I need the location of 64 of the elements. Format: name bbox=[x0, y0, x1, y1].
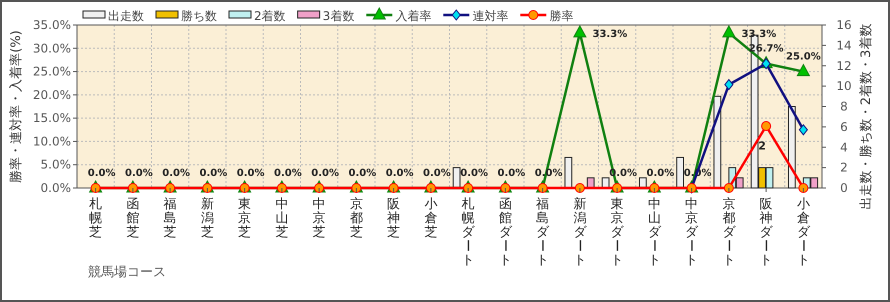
x-tick-label: 札幌ダート bbox=[460, 197, 476, 268]
data-label: 0.0% bbox=[162, 168, 190, 179]
data-label: 0.0% bbox=[125, 168, 153, 179]
x-tick-label: 函館芝 bbox=[126, 197, 140, 240]
x-tick-label: 函館ダート bbox=[496, 197, 513, 268]
legend-label: 2着数 bbox=[254, 9, 286, 23]
y2-tick-label: 0 bbox=[840, 181, 848, 195]
x-tick-label: 東京芝 bbox=[238, 197, 252, 240]
y2-tick-label: 16 bbox=[836, 18, 852, 32]
x-tick-label: 京都芝 bbox=[350, 197, 363, 240]
y2-tick-label: 4 bbox=[840, 140, 848, 154]
x-tick-label: 中山芝 bbox=[275, 197, 288, 240]
data-label: 33.3% bbox=[592, 28, 628, 40]
y-axis-title: 勝率・連対率・入着率(%) bbox=[8, 30, 24, 183]
y2-axis-title: 出走数・勝ち数・2着数・3着数 bbox=[858, 24, 874, 210]
y2-tick-label: 14 bbox=[836, 38, 852, 52]
x-axis-title: 競馬場コース bbox=[88, 265, 166, 280]
x-tick-label: 小倉ダート bbox=[794, 197, 811, 268]
y2-tick-label: 12 bbox=[836, 58, 852, 73]
data-label: 0.0% bbox=[498, 168, 526, 179]
x-tick-label: 札幌芝 bbox=[89, 197, 102, 240]
data-label: 0.0% bbox=[200, 168, 228, 179]
y-tick-label: 5.0% bbox=[40, 158, 71, 172]
x-tick-label: 京都ダート bbox=[720, 197, 736, 268]
data-label: 25.0% bbox=[786, 52, 821, 63]
data-label: 0.0% bbox=[348, 168, 376, 179]
y-tick-label: 25.0% bbox=[32, 64, 71, 79]
data-label: 0.0% bbox=[646, 168, 674, 179]
y-tick-label: 30.0% bbox=[32, 41, 71, 56]
x-tick-label: 阪神芝 bbox=[387, 197, 400, 240]
y2-tick-label: 8 bbox=[840, 100, 848, 114]
legend-label: 出走数 bbox=[108, 9, 144, 23]
legend-label: 入着率 bbox=[395, 9, 432, 23]
x-tick-label: 小倉芝 bbox=[424, 197, 438, 240]
y-tick-label: 20.0% bbox=[32, 88, 71, 102]
data-label: 2 bbox=[758, 140, 766, 153]
x-tick-label: 中山ダート bbox=[646, 197, 662, 268]
data-label: 0.0% bbox=[386, 168, 414, 179]
data-label: 0.0% bbox=[236, 168, 264, 179]
x-tick-label: 福島ダート bbox=[534, 197, 550, 268]
x-tick-label: 福島芝 bbox=[164, 197, 177, 240]
legend-label: 連対率 bbox=[472, 9, 508, 23]
data-label: 0.0% bbox=[274, 168, 302, 179]
x-tick-label: 中京芝 bbox=[312, 197, 326, 240]
x-tick-label: 阪神ダート bbox=[758, 197, 774, 268]
data-label: 0.0% bbox=[460, 168, 488, 179]
data-label: 0.0% bbox=[88, 168, 116, 179]
x-tick-label: 東京ダート bbox=[608, 197, 625, 268]
y-tick-label: 35.0% bbox=[32, 18, 71, 32]
x-tick-label: 新潟芝 bbox=[200, 197, 214, 240]
legend-label: 勝率 bbox=[549, 9, 574, 23]
legend-label: 勝ち数 bbox=[181, 9, 217, 23]
data-label: 33.3% bbox=[742, 28, 776, 40]
y2-tick-label: 10 bbox=[836, 79, 852, 94]
x-tick-label: 新潟ダート bbox=[571, 197, 588, 268]
data-label: 0.0% bbox=[311, 168, 339, 179]
legend-label: 3着数 bbox=[322, 9, 354, 23]
data-label: 0.0% bbox=[423, 168, 451, 179]
y2-tick-label: 6 bbox=[840, 120, 848, 134]
y-tick-label: 15.0% bbox=[32, 111, 71, 126]
y2-tick-label: 2 bbox=[840, 160, 848, 175]
y-tick-label: 10.0% bbox=[32, 134, 71, 148]
y-tick-label: 0.0% bbox=[40, 181, 71, 195]
x-tick-label: 中京ダート bbox=[683, 197, 700, 268]
